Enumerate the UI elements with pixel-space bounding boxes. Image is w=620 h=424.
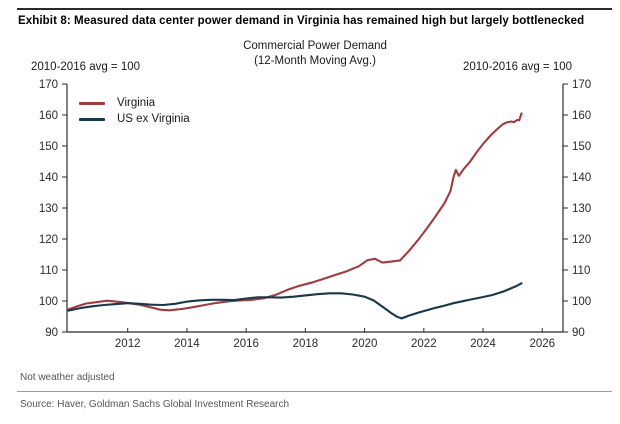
- footer-divider-rule: [17, 391, 612, 392]
- chart-title-block: Commercial Power Demand (12-Month Moving…: [165, 39, 465, 69]
- y-tick-label-left: 120: [39, 234, 58, 246]
- y-tick-label-right: 100: [572, 296, 591, 308]
- y-tick-label-left: 100: [39, 296, 58, 308]
- legend-item-us-ex-virginia: US ex Virginia: [79, 111, 190, 127]
- y-tick-label-right: 120: [572, 234, 591, 246]
- footnote: Not weather adjusted: [20, 372, 115, 383]
- x-tick-label: 2016: [233, 338, 259, 350]
- y-tick-label-right: 150: [572, 141, 591, 153]
- y-tick-label-right: 170: [572, 79, 591, 91]
- legend-label-virginia: Virginia: [117, 97, 156, 109]
- x-tick-label: 2024: [470, 338, 496, 350]
- y-tick-label-left: 110: [40, 265, 58, 277]
- top-divider-rule: [17, 8, 612, 10]
- y-tick-label-right: 90: [572, 327, 585, 339]
- y-tick-label-left: 130: [39, 203, 58, 215]
- series-line-us-ex-virginia: [67, 282, 523, 320]
- right-axis-unit-label: 2010-2016 avg = 100: [463, 61, 573, 73]
- x-tick-label: 2018: [293, 338, 319, 350]
- exhibit-title: Exhibit 8: Measured data center power de…: [18, 15, 585, 27]
- chart-title: Commercial Power Demand: [243, 40, 387, 52]
- source-line: Source: Haver, Goldman Sachs Global Inve…: [20, 399, 290, 410]
- y-tick-label-right: 110: [572, 265, 590, 277]
- y-tick-label-right: 160: [572, 110, 591, 122]
- y-tick-label-left: 140: [39, 172, 58, 184]
- x-tick-label: 2012: [115, 338, 141, 350]
- y-tick-label-left: 150: [39, 141, 58, 153]
- legend-item-virginia: Virginia: [79, 95, 190, 111]
- y-tick-label-right: 130: [572, 203, 591, 215]
- y-tick-label-right: 140: [572, 172, 591, 184]
- y-tick-label-left: 90: [45, 327, 58, 339]
- legend-label-us-ex-virginia: US ex Virginia: [117, 113, 190, 125]
- y-tick-label-left: 170: [39, 79, 58, 91]
- x-tick-label: 2014: [174, 338, 200, 350]
- y-tick-label-left: 160: [39, 110, 58, 122]
- x-tick-label: 2022: [411, 338, 437, 350]
- x-tick-label: 2026: [529, 338, 555, 350]
- x-tick-label: 2020: [352, 338, 378, 350]
- chart-subtitle: (12-Month Moving Avg.): [254, 55, 376, 67]
- us-ex-virginia-line-swatch: [79, 117, 105, 121]
- left-axis-unit-label: 2010-2016 avg = 100: [31, 61, 141, 73]
- chart-legend: Virginia US ex Virginia: [79, 95, 190, 127]
- virginia-line-swatch: [79, 101, 105, 105]
- series-line-virginia: [67, 112, 523, 312]
